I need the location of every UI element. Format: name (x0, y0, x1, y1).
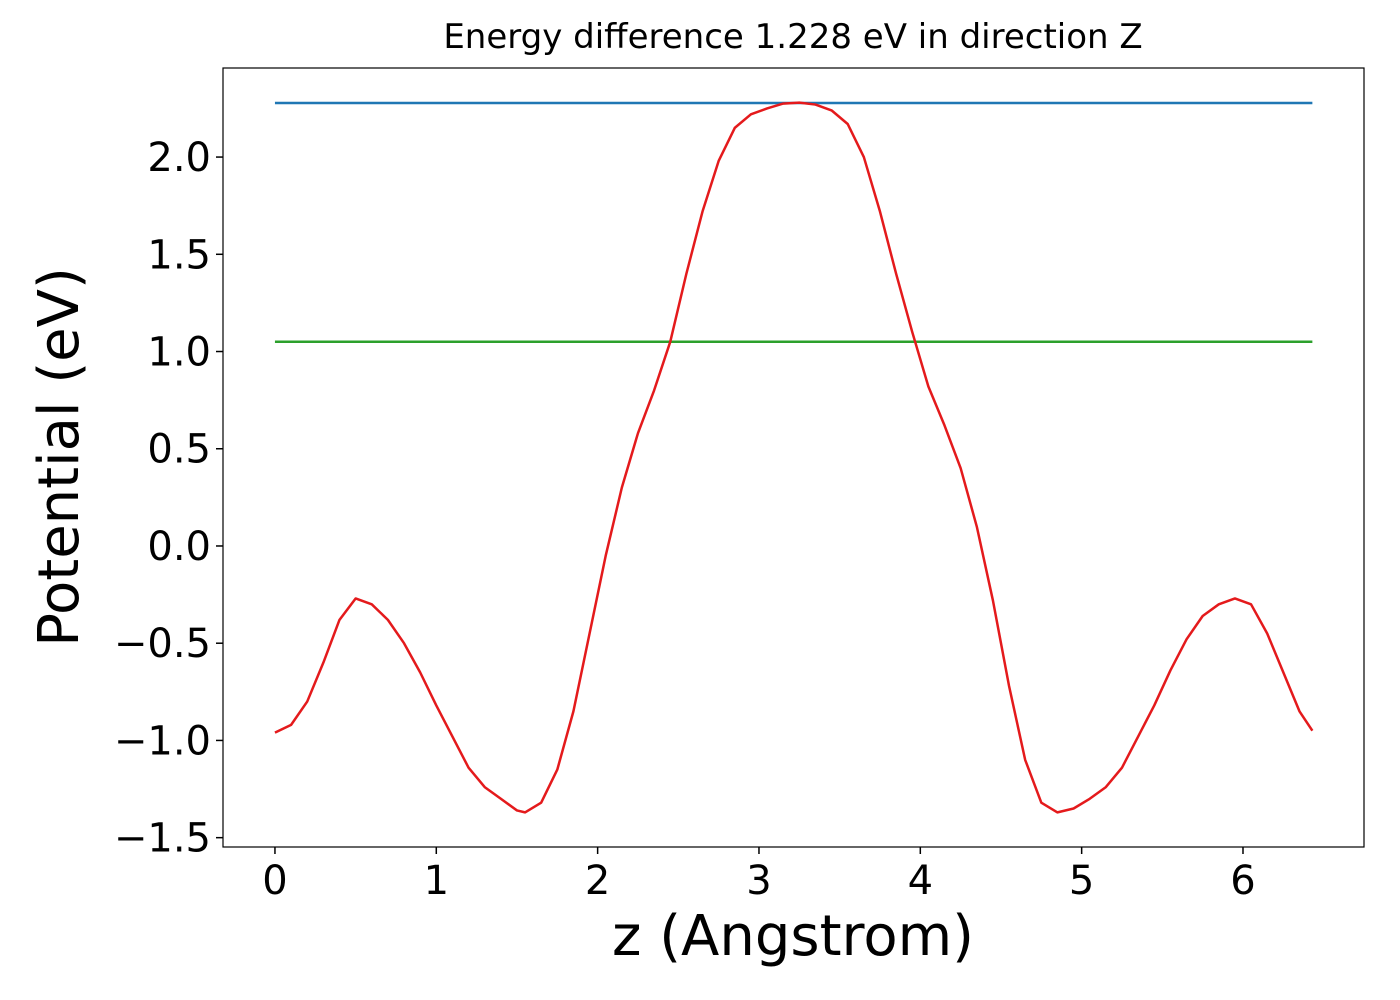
y-tick-label: 2.0 (147, 135, 211, 181)
series-line (274, 101, 1314, 814)
x-tick-label: 6 (1230, 858, 1255, 904)
plot-frame (222, 67, 1365, 848)
x-axis-label: z (Angstrom) (612, 904, 974, 969)
y-tick-label: 0.5 (147, 427, 211, 473)
y-tick-label: −1.5 (114, 816, 211, 862)
y-tick-label: 0.0 (147, 524, 211, 570)
x-tick-label: 0 (262, 858, 287, 904)
y-tick-label: 1.0 (147, 330, 211, 376)
x-tick-label: 1 (424, 858, 449, 904)
y-axis-label: Potential (eV) (27, 267, 92, 647)
y-tick-label: −1.0 (114, 718, 211, 764)
x-tick-label: 5 (1069, 858, 1094, 904)
y-tick-label: −0.5 (114, 621, 211, 667)
x-tick-label: 2 (585, 858, 610, 904)
x-tick-label: 4 (908, 858, 933, 904)
x-tick-label: 3 (746, 858, 771, 904)
chart-title: Energy difference 1.228 eV in direction … (443, 17, 1142, 57)
y-tick-label: 1.5 (147, 232, 211, 278)
